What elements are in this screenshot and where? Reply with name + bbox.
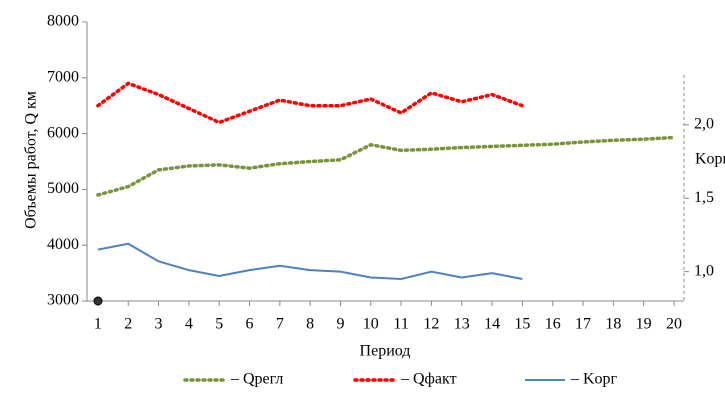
x-tick-label: 4 xyxy=(185,316,193,333)
x-tick-label: 3 xyxy=(155,316,163,333)
x-tick-label: 15 xyxy=(514,316,530,333)
y-tick-label: 4000 xyxy=(47,236,79,253)
x-tick-label: 18 xyxy=(605,316,621,333)
x-tick-label: 20 xyxy=(666,316,682,333)
y2-tick-label: 2,0 xyxy=(694,115,714,132)
x-tick-label: 17 xyxy=(575,316,591,333)
x-tick-label: 2 xyxy=(124,316,132,333)
x-tick-label: 9 xyxy=(336,316,344,333)
series-line xyxy=(96,135,676,197)
y-axis-label: Объемы работ, Q км xyxy=(23,91,40,229)
x-tick-label: 6 xyxy=(246,316,254,333)
x-tick-label: 5 xyxy=(215,316,223,333)
x-tick-label: 16 xyxy=(545,316,561,333)
origin-dot xyxy=(93,296,103,306)
y2-tick-label: 1,5 xyxy=(694,189,714,206)
series-line xyxy=(96,81,525,125)
x-tick-label: 8 xyxy=(306,316,314,333)
legend-label: – Qфакт xyxy=(400,371,457,388)
y-tick-label: 3000 xyxy=(47,292,79,309)
x-axis-label: Период xyxy=(360,343,411,360)
y-tick-label: 7000 xyxy=(47,68,79,85)
y-tick-label: 6000 xyxy=(47,124,79,141)
y-tick-label: 5000 xyxy=(47,180,79,197)
x-tick-label: 14 xyxy=(484,316,500,333)
x-tick-label: 1 xyxy=(94,316,102,333)
x-tick-label: 13 xyxy=(454,316,470,333)
series-line xyxy=(97,242,523,280)
y-tick-label: 8000 xyxy=(47,13,79,30)
x-tick-label: 19 xyxy=(636,316,652,333)
y2-axis-label: Kорг xyxy=(695,151,725,168)
x-tick-label: 11 xyxy=(393,316,408,333)
x-tick-label: 12 xyxy=(423,316,439,333)
x-tick-label: 7 xyxy=(276,316,284,333)
legend-label: – Qрегл xyxy=(230,371,283,388)
legend-label: – Kорг xyxy=(570,371,618,388)
x-tick-label: 10 xyxy=(363,316,379,333)
y2-tick-label: 1,0 xyxy=(694,262,714,279)
